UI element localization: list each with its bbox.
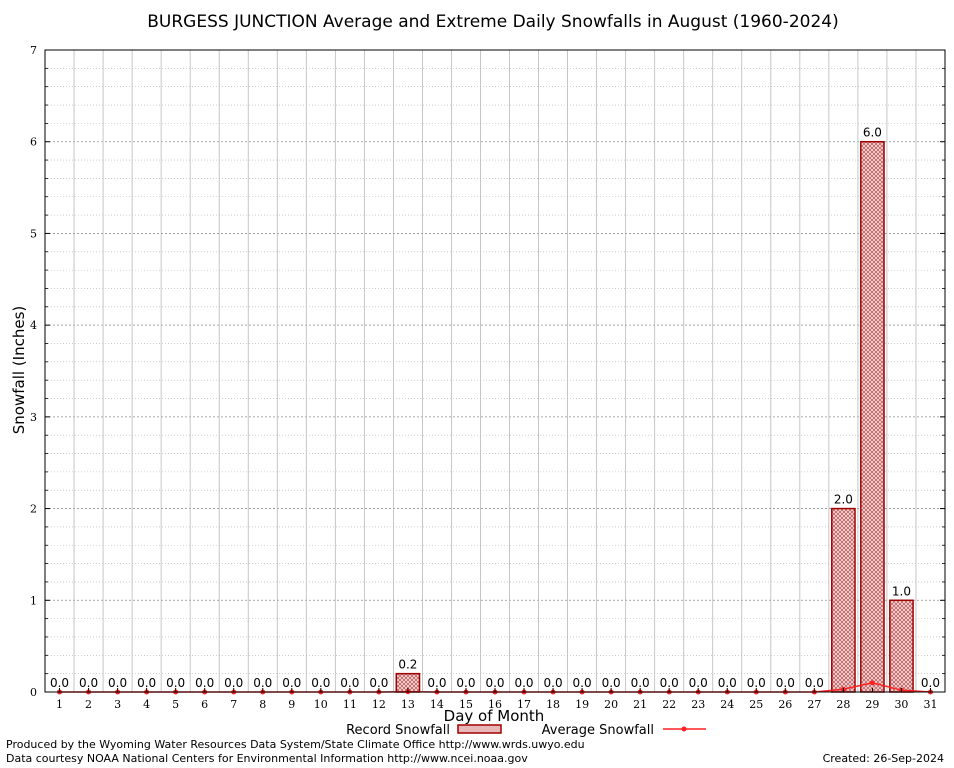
data-label-day-8: 0.0	[253, 676, 272, 690]
data-label-day-13: 0.2	[398, 658, 417, 672]
x-tick-label: 15	[459, 698, 473, 711]
y-tick-label: 6	[30, 136, 37, 149]
average-point-day-29	[869, 680, 875, 686]
record-bar-day-29	[860, 140, 885, 693]
x-axis-label: Day of Month	[444, 707, 545, 725]
x-tick-label: 18	[546, 698, 560, 711]
data-label-day-18: 0.0	[544, 676, 563, 690]
data-label-day-19: 0.0	[573, 676, 592, 690]
footer-data-courtesy: Data courtesy NOAA National Centers for …	[6, 752, 528, 765]
data-label-day-7: 0.0	[224, 676, 243, 690]
legend-average-marker	[681, 726, 687, 732]
data-label-day-5: 0.0	[166, 676, 185, 690]
data-label-day-30: 1.0	[892, 584, 911, 598]
data-label-day-22: 0.0	[660, 676, 679, 690]
data-label-day-16: 0.0	[485, 676, 504, 690]
data-label-day-29: 6.0	[863, 126, 882, 140]
data-label-day-25: 0.0	[747, 676, 766, 690]
x-tick-label: 14	[430, 698, 444, 711]
x-tick-label: 13	[401, 698, 415, 711]
x-tick-label: 31	[923, 698, 937, 711]
y-tick-label: 3	[30, 411, 37, 424]
x-tick-label: 26	[778, 698, 792, 711]
footer-produced-by: Produced by the Wyoming Water Resources …	[6, 738, 585, 751]
data-label-day-10: 0.0	[311, 676, 330, 690]
legend-average-label: Average Snowfall	[542, 723, 654, 738]
data-label-day-1: 0.0	[50, 676, 69, 690]
x-tick-label: 4	[143, 698, 150, 711]
x-tick-label: 20	[604, 698, 618, 711]
record-bar-day-28	[831, 507, 856, 693]
y-tick-label: 5	[30, 227, 37, 240]
data-label-day-9: 0.0	[282, 676, 301, 690]
footer-created: Created: 26-Sep-2024	[822, 752, 944, 765]
x-tick-label: 24	[720, 698, 734, 711]
y-tick-label: 1	[30, 594, 37, 607]
y-tick-label: 4	[30, 319, 37, 332]
y-axis-label: Snowfall (Inches)	[10, 306, 28, 434]
data-label-day-11: 0.0	[340, 676, 359, 690]
data-label-day-6: 0.0	[195, 676, 214, 690]
x-tick-label: 17	[517, 698, 531, 711]
data-label-day-14: 0.0	[427, 676, 446, 690]
x-tick-label: 27	[807, 698, 821, 711]
x-tick-label: 3	[114, 698, 121, 711]
x-tick-label: 1	[56, 698, 63, 711]
x-tick-label: 2	[85, 698, 92, 711]
x-tick-label: 21	[633, 698, 647, 711]
x-tick-label: 19	[575, 698, 589, 711]
y-tick-label: 7	[30, 44, 37, 57]
x-tick-label: 7	[230, 698, 237, 711]
chart-title: BURGESS JUNCTION Average and Extreme Dai…	[147, 12, 838, 32]
x-tick-label: 6	[201, 698, 208, 711]
x-tick-label: 30	[894, 698, 908, 711]
data-label-day-17: 0.0	[514, 676, 533, 690]
data-label-day-28: 2.0	[834, 493, 853, 507]
data-label-day-21: 0.0	[631, 676, 650, 690]
x-tick-label: 23	[691, 698, 705, 711]
record-bar-day-30	[889, 599, 914, 693]
x-tick-label: 22	[662, 698, 676, 711]
x-tick-label: 29	[865, 698, 879, 711]
legend-record-label: Record Snowfall	[346, 723, 450, 738]
data-label-day-27: 0.0	[805, 676, 824, 690]
x-tick-label: 12	[372, 698, 386, 711]
x-tick-label: 8	[259, 698, 266, 711]
data-label-day-4: 0.0	[137, 676, 156, 690]
data-label-day-26: 0.0	[776, 676, 795, 690]
data-label-day-12: 0.0	[369, 676, 388, 690]
data-label-day-20: 0.0	[602, 676, 621, 690]
y-tick-label: 0	[30, 686, 37, 699]
data-label-day-31: 0.0	[921, 676, 940, 690]
data-label-day-15: 0.0	[456, 676, 475, 690]
legend: Record Snowfall Average Snowfall	[346, 723, 706, 738]
data-label-day-2: 0.0	[79, 676, 98, 690]
x-tick-label: 16	[488, 698, 502, 711]
x-tick-label: 10	[314, 698, 328, 711]
data-label-day-24: 0.0	[718, 676, 737, 690]
y-tick-label: 2	[30, 503, 37, 516]
x-tick-label: 5	[172, 698, 179, 711]
data-label-day-3: 0.0	[108, 676, 127, 690]
data-label-day-23: 0.0	[689, 676, 708, 690]
x-tick-label: 25	[749, 698, 763, 711]
plot-area	[45, 50, 945, 692]
legend-record-swatch	[457, 724, 502, 734]
x-tick-label: 28	[836, 698, 850, 711]
x-tick-label: 9	[288, 698, 295, 711]
x-tick-label: 11	[343, 698, 357, 711]
